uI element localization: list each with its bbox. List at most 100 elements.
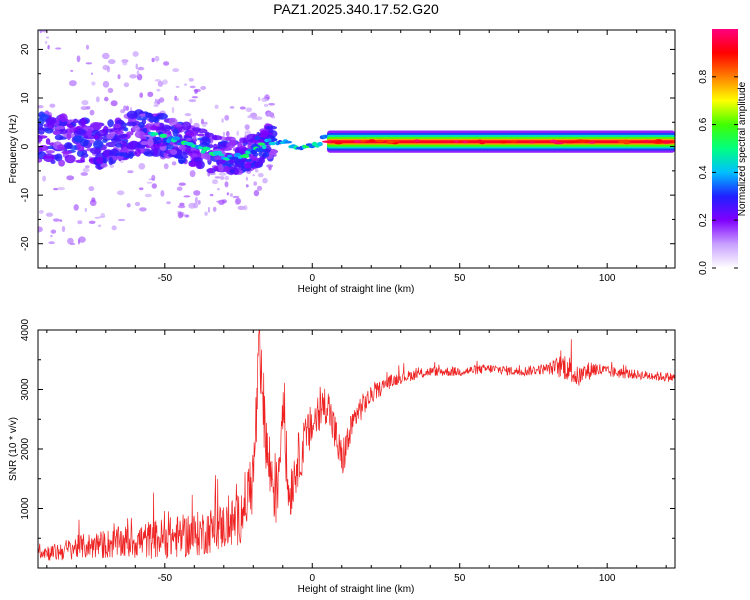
spectrogram-noise-mark	[157, 80, 164, 87]
spectrogram-energy-mark	[213, 134, 218, 141]
spectrogram-energy-mark	[160, 124, 172, 132]
spectrogram-noise-mark	[263, 103, 269, 107]
spectrogram-peak-mark	[322, 140, 333, 143]
spectrogram-ridge-mark	[268, 141, 277, 146]
spectrogram-noise-mark	[50, 234, 53, 238]
spectrogram-noise-mark	[48, 241, 55, 245]
snr-y-tick-label: 1000	[20, 497, 31, 520]
spectrogram-noise-mark	[153, 104, 159, 107]
spectrogram-energy-mark	[168, 117, 178, 127]
spectrogram-energy-mark	[234, 163, 240, 168]
snr-plot-area	[38, 330, 675, 568]
spectrogram-peak-mark	[553, 141, 564, 145]
spectrogram-noise-mark	[178, 182, 186, 186]
spectrogram-noise-mark	[100, 213, 106, 218]
spectrogram-energy-mark	[101, 128, 107, 133]
colorbar-tick-label: 0.4	[698, 165, 709, 179]
spectrogram-energy-mark	[109, 127, 122, 132]
snr-series-line	[38, 330, 675, 561]
spectrogram-noise-mark	[235, 197, 242, 205]
spectrogram-noise-mark	[80, 172, 89, 176]
spectrogram-ridge-mark	[219, 153, 225, 157]
spectrogram-energy-mark	[156, 113, 168, 120]
spectrogram-peak-mark	[588, 141, 596, 144]
spectrogram-energy-mark	[45, 150, 55, 154]
snr-y-axis-label: SNR (10 * v/v)	[8, 417, 19, 481]
colorbar-ticks: 0.0 0.2 0.4 0.6 0.8	[698, 69, 738, 275]
spectrogram-noise-mark	[171, 106, 175, 114]
spectrogram-peak-mark	[549, 139, 558, 143]
spectrogram-peak-mark	[567, 140, 578, 143]
spectrogram-noise-mark	[194, 89, 198, 94]
spectrogram-noise-mark	[189, 118, 193, 125]
spectrogram-energy-mark	[126, 142, 137, 150]
spectrogram-ridge-mark	[272, 138, 278, 142]
spectrogram-noise-mark	[134, 201, 141, 207]
spectrogram-noise-mark	[189, 85, 196, 89]
spectrogram-noise-mark	[237, 205, 246, 210]
spectrogram-energy-mark	[113, 123, 122, 129]
spectrogram-energy-mark	[223, 165, 230, 173]
spectrogram-energy-mark	[254, 135, 261, 141]
spectrogram-noise-mark	[258, 97, 261, 101]
spectrogram-energy-mark	[66, 132, 72, 141]
spectrogram-energy-mark	[67, 124, 74, 129]
spectrogram-panel: -50 0 50 100 -20 -10 0 10 20 Height of straight …	[8, 29, 676, 295]
spectrogram-peak-mark	[671, 140, 675, 143]
spectrogram-energy-mark	[38, 126, 45, 131]
spectrogram-noise-mark	[88, 220, 96, 224]
spectrogram-noise-mark	[116, 190, 125, 196]
spectrogram-noise-mark	[266, 164, 274, 168]
spectrogram-energy-mark	[191, 127, 202, 132]
spectrogram-noise-mark	[84, 207, 87, 212]
spectrogram-energy-mark	[262, 153, 267, 158]
spectrogram-noise-mark	[203, 121, 208, 125]
spectrogram-noise-mark	[91, 81, 96, 86]
spectrogram-peak-mark	[652, 141, 664, 144]
spectrogram-noise-mark	[175, 85, 180, 88]
spectrogram-noise-mark	[160, 190, 165, 197]
spectrogram-noise-mark	[67, 237, 74, 245]
spectrogram-energy-mark	[128, 151, 134, 159]
snr-x-tick-label: 100	[599, 573, 616, 584]
spectrogram-noise-mark	[252, 174, 255, 177]
spectrogram-noise-mark	[245, 184, 249, 188]
spectrogram-energy-mark	[64, 142, 73, 150]
spectrogram-noise-mark	[251, 117, 258, 120]
spectrogram-ridge-mark	[155, 136, 161, 141]
colorbar-tick-label: 0.0	[698, 261, 709, 275]
spectrogram-noise-mark	[137, 66, 145, 71]
spectrogram-energy-mark	[188, 161, 198, 168]
spectrogram-peak-mark	[462, 140, 468, 144]
spectrogram-noise-mark	[218, 172, 227, 176]
spectrogram-peak-mark	[644, 139, 649, 143]
spectrogram-noise-mark	[191, 96, 199, 99]
spectrogram-noise-mark	[57, 187, 65, 191]
spectrogram-energy	[38, 30, 675, 245]
snr-x-tick-label: 0	[309, 573, 315, 584]
spectrogram-energy-mark	[46, 120, 55, 130]
spectrogram-noise-mark	[88, 186, 95, 192]
spectrogram-energy-mark	[64, 154, 76, 164]
spectrogram-ridge-mark	[151, 132, 159, 136]
spectrogram-noise-mark	[220, 176, 225, 180]
spectrogram-energy-mark	[174, 155, 184, 159]
spectrogram-x-axis-label: Height of straight line (km)	[298, 284, 415, 295]
spectrogram-noise-mark	[212, 179, 218, 185]
spectrogram-noise-mark	[245, 176, 248, 181]
spectrogram-noise-mark	[245, 107, 253, 113]
spectrogram-energy-mark	[269, 148, 277, 156]
colorbar-ramp	[712, 29, 738, 268]
spectrogram-noise-mark	[66, 175, 75, 181]
spectrogram-noise-mark	[85, 44, 90, 50]
spectrogram-energy-mark	[118, 133, 128, 138]
spectrogram-noise-mark	[38, 226, 43, 233]
spectrogram-noise-mark	[188, 99, 197, 103]
spectrogram-noise-mark	[200, 118, 205, 125]
spectrogram-noise-mark	[94, 216, 101, 219]
spectrogram-noise-mark	[45, 212, 54, 217]
spectrogram-noise-mark	[122, 62, 128, 66]
spectrogram-noise-mark	[172, 68, 180, 73]
spectrogram-energy-mark	[239, 137, 249, 144]
spectrogram-noise-mark	[111, 225, 117, 231]
